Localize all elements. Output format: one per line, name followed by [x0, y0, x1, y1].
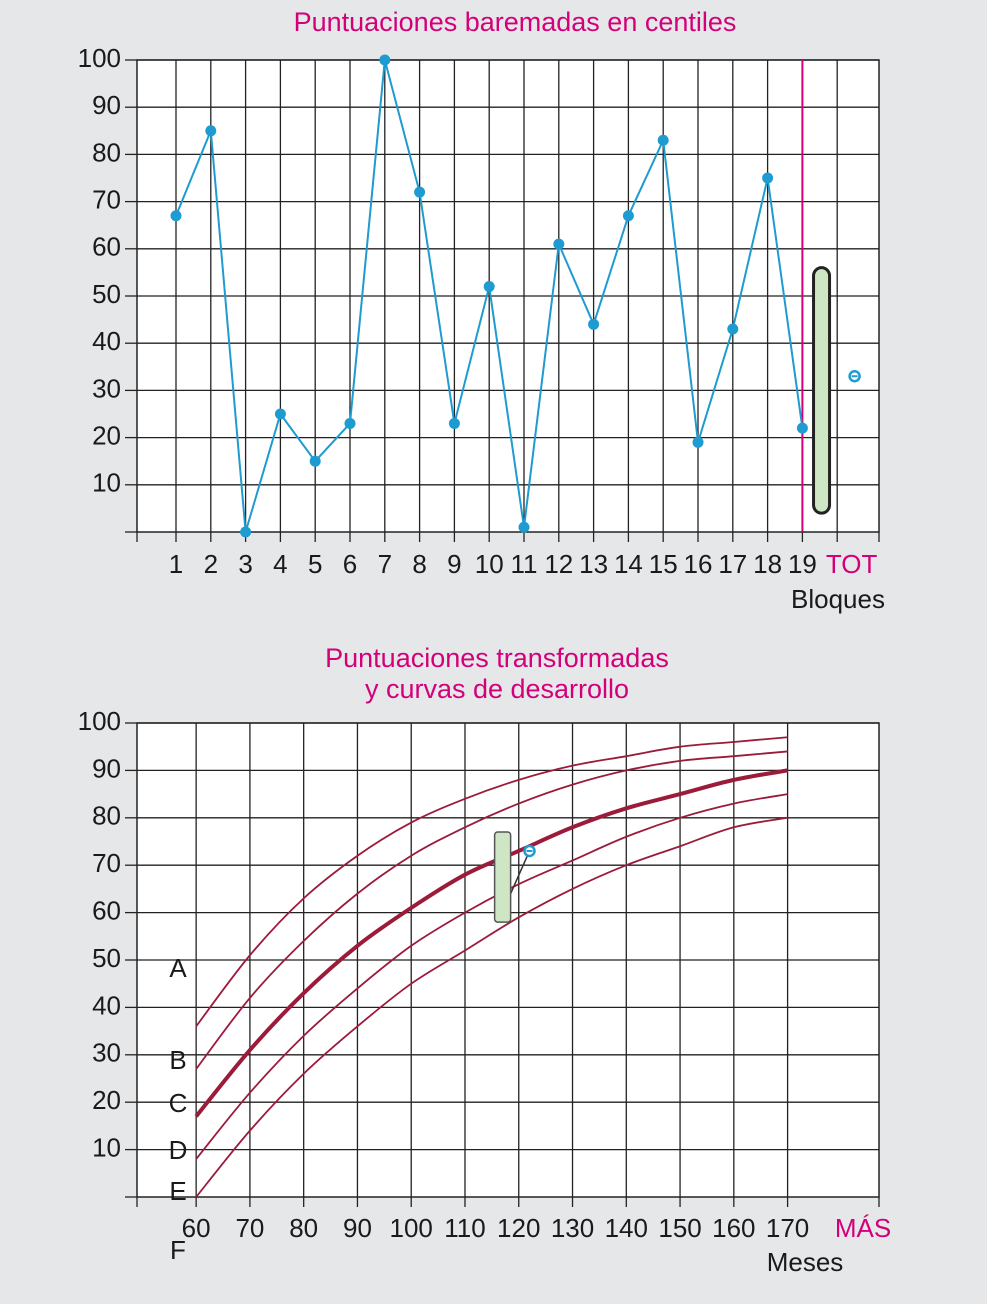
x-tick-label: 6 — [343, 549, 357, 579]
data-point — [762, 172, 774, 184]
y-tick-label: 20 — [92, 1085, 121, 1115]
y-tick-label: 80 — [92, 137, 121, 167]
y-tick-label: 60 — [92, 895, 121, 925]
zone-label: B — [169, 1045, 186, 1075]
x-tick-label: 100 — [390, 1213, 433, 1243]
x-axis-label: Bloques — [791, 584, 885, 614]
x-tick-label: 60 — [182, 1213, 211, 1243]
extra-tick-label: MÁS — [835, 1213, 891, 1243]
x-tick-label: 3 — [238, 549, 252, 579]
data-point — [309, 455, 321, 467]
y-tick-label: 30 — [92, 1038, 121, 1068]
x-tick-label: 80 — [289, 1213, 318, 1243]
y-tick-label: 60 — [92, 232, 121, 262]
zone-label: E — [169, 1176, 186, 1206]
total-label: TOT — [826, 549, 878, 579]
y-tick-label: 40 — [92, 326, 121, 356]
data-point — [588, 318, 600, 330]
development-curve — [195, 736, 788, 1027]
y-tick-label: 10 — [92, 1132, 121, 1162]
x-tick-label: 140 — [605, 1213, 648, 1243]
x-tick-label: 18 — [753, 549, 782, 579]
data-point — [483, 281, 495, 293]
y-tick-label: 90 — [92, 90, 121, 120]
x-tick-label: 19 — [788, 549, 817, 579]
x-tick-label: 7 — [378, 549, 392, 579]
x-tick-label: 130 — [551, 1213, 594, 1243]
data-point — [205, 125, 217, 137]
chart-subtitle: y curvas de desarrollo — [365, 674, 629, 704]
data-point — [448, 417, 460, 429]
development-curve — [195, 750, 788, 1070]
development-curve — [195, 793, 788, 1160]
y-tick-label: 100 — [78, 43, 121, 73]
x-tick-label: 1 — [169, 549, 183, 579]
x-tick-label: 15 — [649, 549, 678, 579]
x-tick-label: 10 — [475, 549, 504, 579]
data-point — [657, 134, 669, 146]
data-point — [240, 526, 252, 538]
data-point — [274, 408, 286, 420]
x-tick-label: 70 — [235, 1213, 264, 1243]
range-bar — [493, 831, 512, 923]
data-point — [344, 417, 356, 429]
x-tick-label: 170 — [766, 1213, 809, 1243]
data-point — [553, 238, 565, 250]
x-tick-label: 2 — [204, 549, 218, 579]
data-point — [622, 210, 634, 222]
x-tick-label: 9 — [447, 549, 461, 579]
chart-title: Puntuaciones transformadas — [325, 643, 669, 673]
data-point — [414, 186, 426, 198]
data-point — [379, 54, 391, 66]
zone-label: C — [169, 1088, 188, 1118]
y-tick-label: 90 — [92, 753, 121, 783]
data-point — [796, 422, 808, 434]
x-tick-label: 17 — [718, 549, 747, 579]
zone-label: D — [169, 1135, 188, 1165]
y-tick-label: 50 — [92, 279, 121, 309]
x-tick-label: 120 — [497, 1213, 540, 1243]
range-connector — [509, 850, 531, 894]
development-curve — [195, 816, 788, 1198]
y-tick-label: 30 — [92, 373, 121, 403]
x-axis-label: Meses — [767, 1247, 844, 1277]
development-curve — [194, 768, 788, 1118]
y-tick-label: 100 — [78, 706, 121, 736]
y-tick-label: 50 — [92, 943, 121, 973]
data-point — [170, 210, 182, 222]
y-tick-label: 70 — [92, 848, 121, 878]
x-tick-label: 8 — [412, 549, 426, 579]
x-tick-label: 11 — [511, 549, 538, 579]
zone-label: F — [170, 1235, 186, 1265]
x-tick-label: 14 — [614, 549, 643, 579]
data-point — [727, 323, 739, 335]
chart-title: Puntuaciones baremadas en centiles — [294, 7, 737, 37]
y-tick-label: 70 — [92, 184, 121, 214]
x-tick-label: 13 — [579, 549, 608, 579]
x-tick-label: 110 — [444, 1213, 485, 1243]
x-tick-label: 90 — [343, 1213, 372, 1243]
data-point — [518, 521, 530, 533]
x-tick-label: 12 — [544, 549, 573, 579]
x-tick-label: 150 — [658, 1213, 701, 1243]
y-tick-label: 80 — [92, 801, 121, 831]
x-tick-label: 4 — [273, 549, 287, 579]
data-point — [692, 436, 704, 448]
x-tick-label: 16 — [684, 549, 713, 579]
total-range-bar — [812, 266, 832, 515]
y-tick-label: 20 — [92, 420, 121, 450]
y-tick-label: 40 — [92, 990, 121, 1020]
zone-label: A — [169, 953, 187, 983]
x-tick-label: 160 — [712, 1213, 755, 1243]
y-tick-label: 10 — [92, 468, 121, 498]
x-tick-label: 5 — [308, 549, 322, 579]
